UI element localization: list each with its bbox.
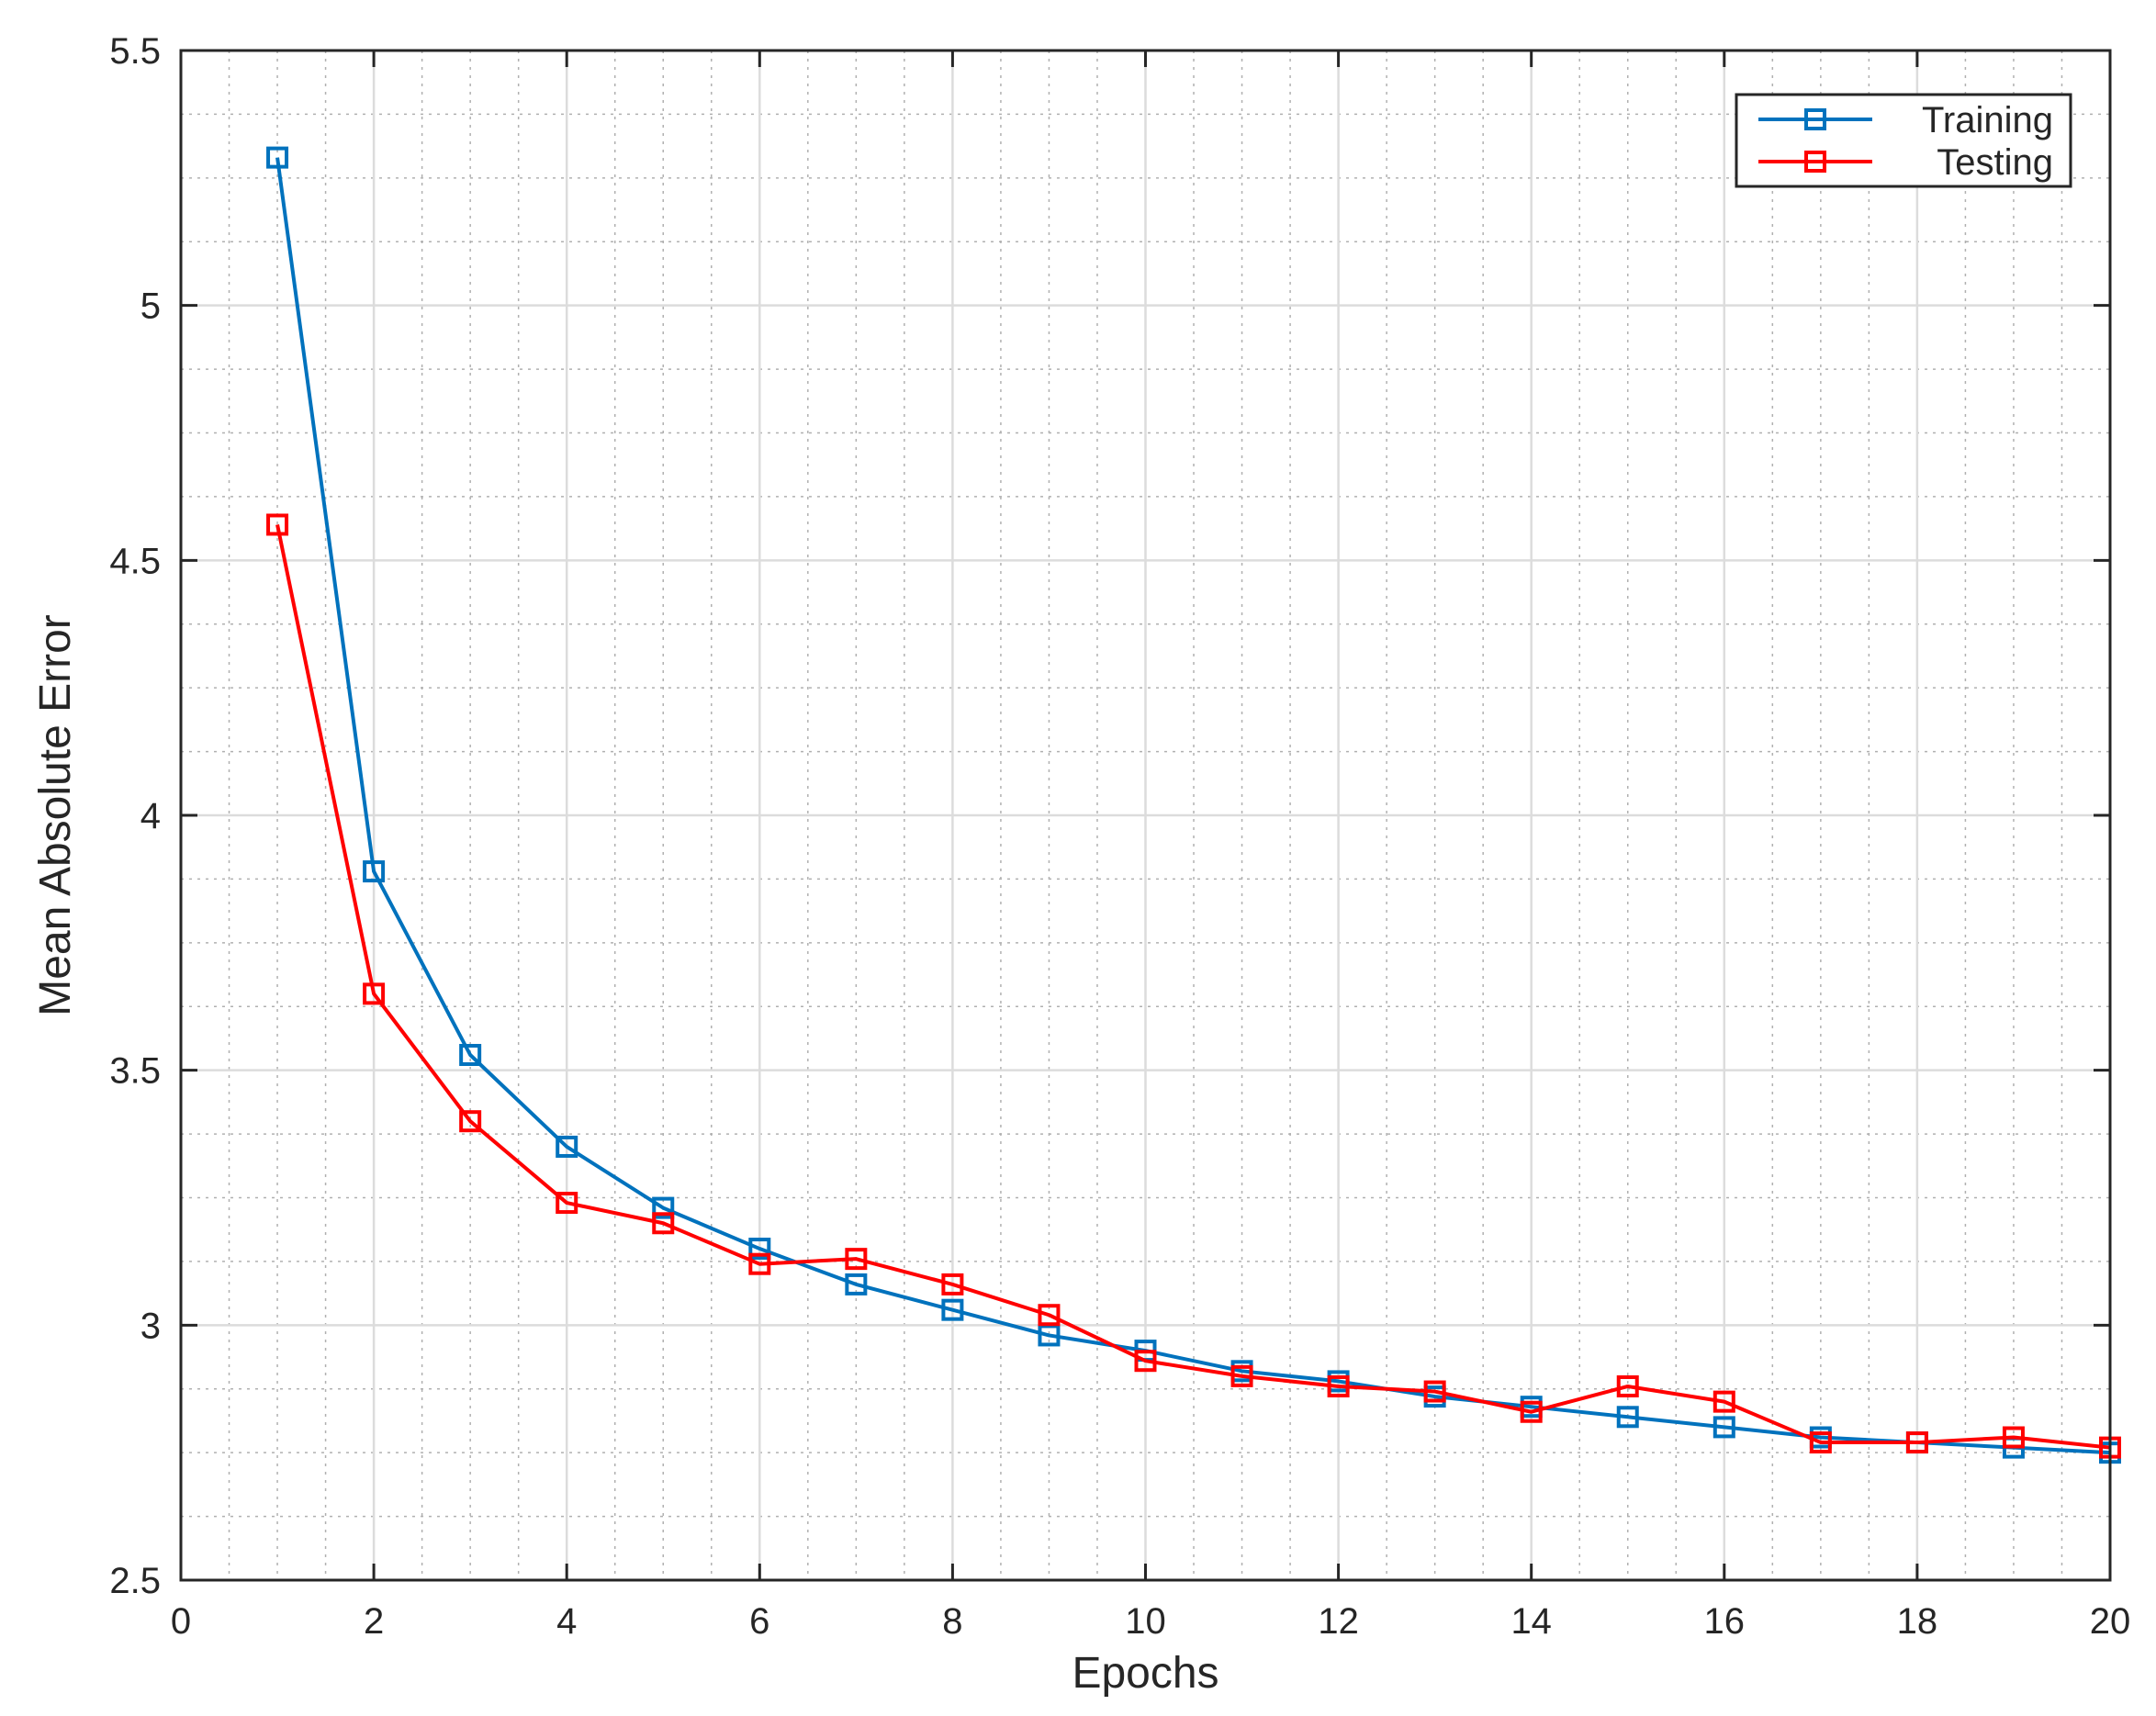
x-tick-labels: 0 2 4 6 8 10 12 14 16 18 20: [171, 1601, 2130, 1642]
data-point-training: [845, 1273, 868, 1295]
legend-marker-testing: [1804, 151, 1826, 173]
legend-marker-training: [1804, 108, 1826, 130]
x-tick-label: 12: [1318, 1601, 1359, 1642]
data-point-training: [459, 1044, 482, 1067]
data-point-training: [1616, 1406, 1639, 1429]
data-point-testing: [748, 1252, 771, 1275]
data-point-testing: [1230, 1364, 1253, 1387]
data-point-testing: [1809, 1431, 1832, 1454]
data-point-testing: [363, 982, 386, 1005]
y-tick-label: 5.5: [109, 31, 161, 72]
data-point-testing: [459, 1110, 482, 1133]
y-tick-label: 3.5: [109, 1051, 161, 1092]
data-point-training: [1038, 1324, 1061, 1347]
x-tick-label: 18: [1897, 1601, 1938, 1642]
data-point-testing: [1520, 1400, 1543, 1423]
x-tick-label: 4: [556, 1601, 577, 1642]
data-point-training: [652, 1196, 675, 1219]
legend-label-testing: Testing: [1937, 142, 2053, 183]
y-tick-label: 2.5: [109, 1561, 161, 1601]
data-point-testing: [941, 1273, 964, 1295]
y-tick-labels: 2.5 3 3.5 4 4.5 5 5.5: [109, 31, 161, 1601]
data-point-testing: [1134, 1350, 1157, 1373]
data-point-testing: [1327, 1374, 1350, 1397]
x-tick-label: 6: [749, 1601, 769, 1642]
x-tick-label: 0: [171, 1601, 191, 1642]
y-axis-title: Mean Absolute Error: [31, 614, 80, 1016]
x-axis-title: Epochs: [1072, 1649, 1218, 1698]
series-layer: [266, 146, 2121, 1464]
data-point-training: [266, 146, 289, 169]
legend-label-training: Training: [1922, 100, 2053, 140]
series-line-testing: [275, 524, 2111, 1450]
x-tick-label: 2: [364, 1601, 384, 1642]
data-point-training: [556, 1135, 578, 1158]
data-point-training: [748, 1238, 771, 1261]
data-point-training: [941, 1298, 964, 1321]
x-tick-label: 8: [942, 1601, 962, 1642]
data-point-testing: [652, 1212, 675, 1235]
data-point-testing: [1905, 1431, 1928, 1454]
x-tick-label: 14: [1510, 1601, 1552, 1642]
data-point-testing: [2002, 1426, 2025, 1449]
legend-box: [1735, 93, 2072, 188]
data-point-training: [363, 860, 386, 883]
data-point-testing: [266, 513, 289, 536]
data-point-testing: [845, 1248, 868, 1271]
data-point-testing: [1712, 1390, 1735, 1413]
x-tick-label: 10: [1125, 1601, 1166, 1642]
x-tick-label: 20: [2090, 1601, 2131, 1642]
plot-frame: [179, 49, 2112, 1582]
data-point-testing: [1038, 1304, 1061, 1327]
y-tick-label: 3: [140, 1306, 161, 1346]
data-point-testing: [1423, 1380, 1446, 1403]
data-point-testing: [1616, 1374, 1639, 1397]
y-tick-label: 4: [140, 796, 161, 836]
y-tick-label: 5: [140, 286, 161, 327]
y-tick-label: 4.5: [109, 541, 161, 581]
x-tick-label: 16: [1704, 1601, 1746, 1642]
legend: Training Testing: [1735, 93, 2072, 188]
data-point-training: [1712, 1416, 1735, 1439]
data-point-testing: [556, 1192, 578, 1215]
